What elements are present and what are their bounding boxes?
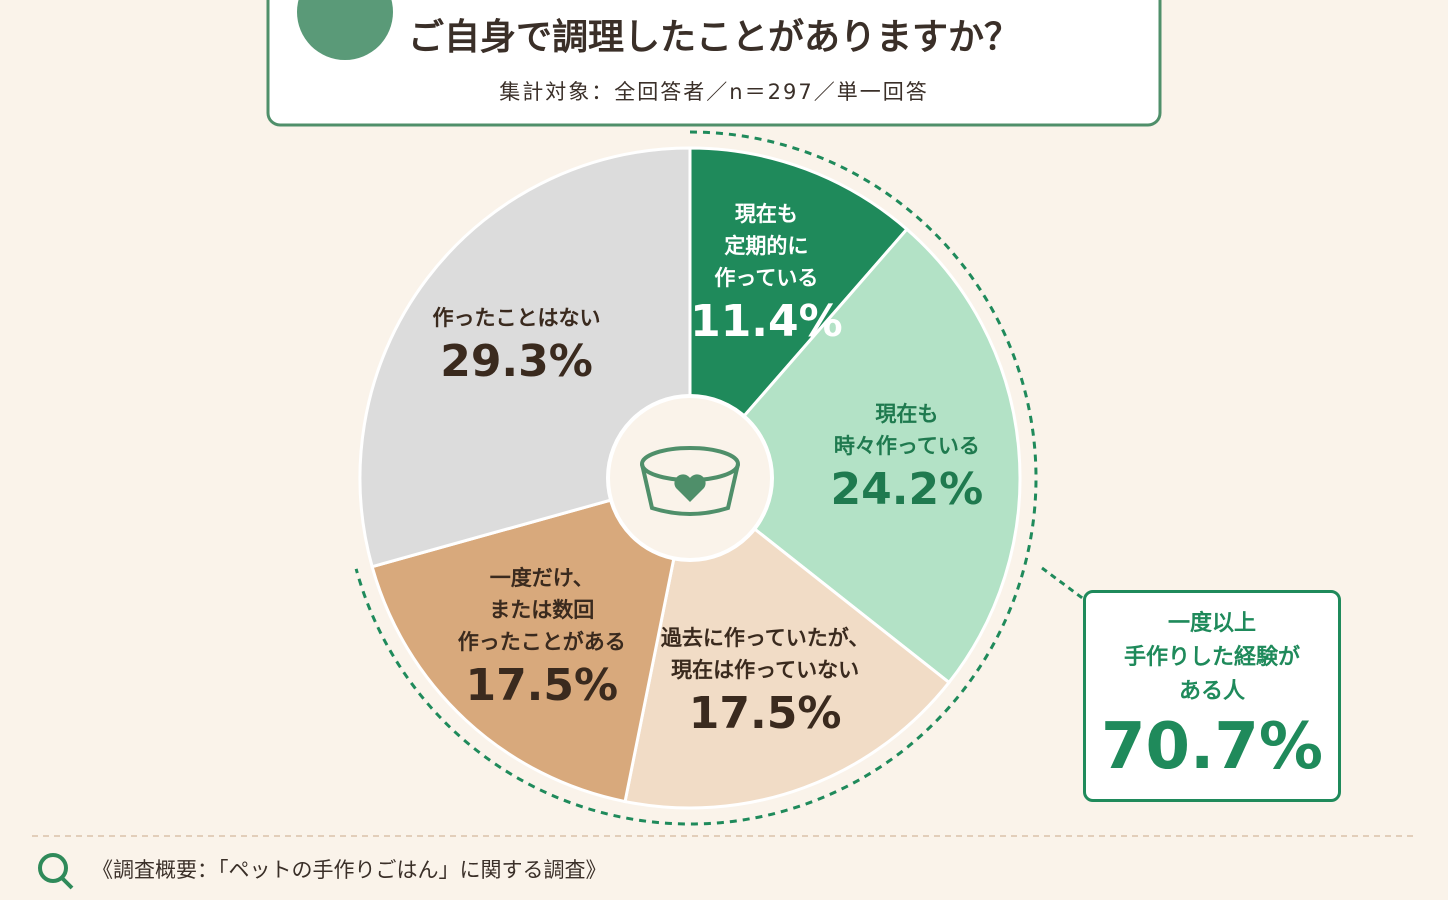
category-label: 作ったことはない (432, 306, 601, 331)
category-label: 過去に作っていたが、 現在は作っていない (660, 626, 870, 683)
slice-label: 一度だけ、 または数回 作ったことがある 17.5% (458, 562, 626, 714)
search-icon-handle (60, 876, 74, 890)
value-label: 11.4% (690, 296, 843, 348)
callout: 一度以上 手作りした経験が ある人 70.7% (1083, 590, 1341, 802)
callout-value: 70.7% (1100, 710, 1324, 784)
pie-slice (687, 227, 1022, 685)
category-label: 現在も 時々作っている (833, 401, 980, 458)
category-label: 一度だけ、 または数回 作ったことがある (457, 565, 626, 654)
experience-arc (354, 130, 1038, 826)
paw-icon (297, 0, 393, 60)
pie-slice (623, 475, 952, 810)
value-label: 17.5% (465, 659, 619, 711)
category-label: 現在も 定期的に 作っている (714, 202, 819, 291)
chart-title: ご自身で調理したことがありますか？ (407, 17, 1020, 58)
slice-label: 作ったことはない 29.3% (433, 302, 601, 390)
pie-slice (358, 146, 692, 569)
slice-label: 現在も 時々作っている 24.2% (831, 398, 984, 518)
value-label: 17.5% (688, 688, 842, 740)
chart-subtitle: 集計対象：全回答者／n＝297／単一回答 (499, 80, 929, 104)
value-label: 29.3% (440, 336, 593, 388)
pie-slice (370, 475, 692, 804)
callout-connector (1041, 566, 1086, 602)
callout-text: 一度以上 手作りした経験が ある人 (1123, 611, 1300, 704)
footnote: 《調査概要：「ペットの手作りごはん」に関する調査》 (92, 858, 607, 882)
pie-slice (688, 146, 909, 483)
search-icon (38, 853, 68, 883)
bowl-icon (640, 463, 740, 516)
slice-label: 現在も 定期的に 作っている 11.4% (690, 198, 843, 350)
heart-icon (674, 474, 706, 502)
title-box (266, 0, 1162, 127)
slice-label: 過去に作っていたが、 現在は作っていない 17.5% (661, 622, 870, 742)
value-label: 24.2% (830, 463, 984, 515)
